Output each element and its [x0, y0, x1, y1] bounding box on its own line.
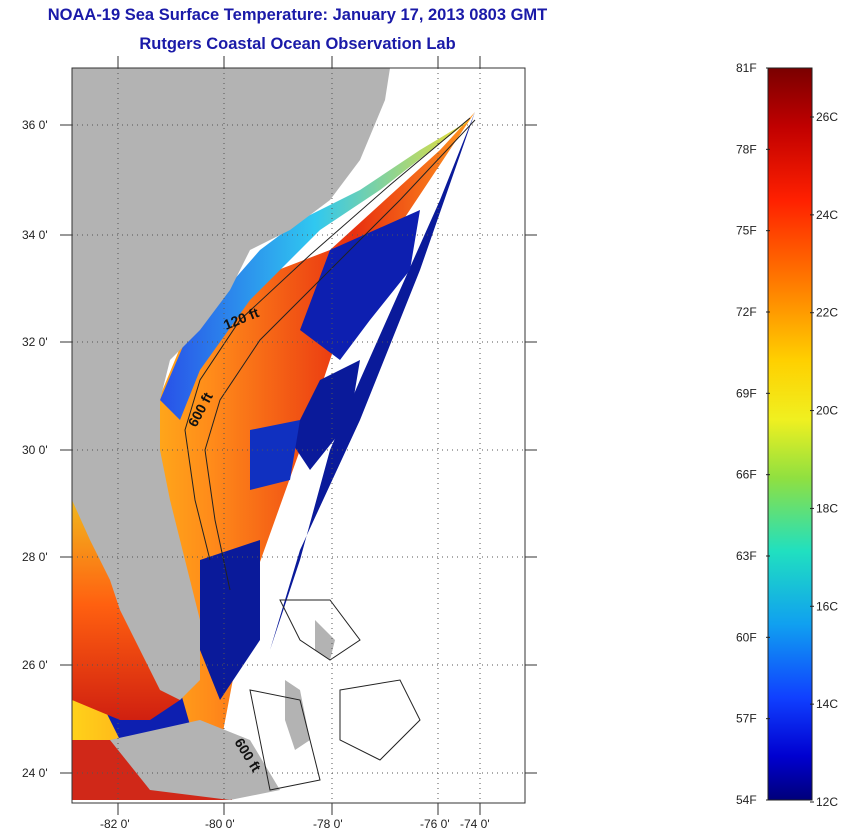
- cold-water-patch: [250, 420, 300, 490]
- colorbar-fahrenheit-label: 72F: [736, 305, 757, 319]
- x-tick-label: -82 0': [100, 817, 130, 831]
- colorbar-fahrenheit-label: 81F: [736, 61, 757, 75]
- map-subtitle: Rutgers Coastal Ocean Observation Lab: [139, 35, 456, 53]
- colorbar-fahrenheit-label: 54F: [736, 793, 757, 807]
- y-tick-label: 28 0': [22, 550, 48, 564]
- colorbar-fahrenheit-label: 63F: [736, 549, 757, 563]
- x-tick-label: -78 0': [313, 817, 343, 831]
- shelf-water: [160, 120, 470, 420]
- y-tick-label: 34 0': [22, 228, 48, 242]
- y-tick-label: 32 0': [22, 335, 48, 349]
- colorbar-fahrenheit-label: 60F: [736, 630, 757, 644]
- colorbar-fahrenheit-label: 66F: [736, 468, 757, 482]
- x-tick-label: -74 0': [460, 817, 490, 831]
- contour-bahamas: [249, 599, 421, 791]
- y-tick-label: 36 0': [22, 118, 48, 132]
- cold-water-patch: [290, 360, 360, 470]
- colorbar-fahrenheit-label: 75F: [736, 224, 757, 238]
- land-bahamas: [315, 620, 335, 660]
- land-bahamas: [285, 680, 310, 750]
- temperature-colorbar: 81F 78F 75F 72F 69F 66F 63F 60F 57F 54F 26C 24C 22C 2…: [736, 61, 838, 809]
- colorbar-fahrenheit-label: 57F: [736, 712, 757, 726]
- colorbar-celsius-label: 20C: [816, 404, 838, 418]
- colorbar-celsius-label: 26C: [816, 110, 838, 124]
- grid: [72, 68, 525, 803]
- colorbar-celsius-label: 12C: [816, 795, 838, 809]
- x-tick-label: -76 0': [420, 817, 450, 831]
- colorbar-fahrenheit-label: 78F: [736, 142, 757, 156]
- x-tick-label: -80 0': [205, 817, 235, 831]
- contour-600ft: [204, 119, 476, 591]
- colorbar-celsius-label: 14C: [816, 697, 838, 711]
- cold-water-patch: [200, 540, 260, 700]
- y-tick-label: 26 0': [22, 658, 48, 672]
- colorbar-celsius-label: 22C: [816, 306, 838, 320]
- land-us-southeast: [72, 68, 390, 700]
- y-tick-label: 30 0': [22, 443, 48, 457]
- colorbar-fahrenheit-label: 69F: [736, 386, 757, 400]
- land-cuba: [110, 720, 280, 800]
- y-tick-label: 24 0': [22, 766, 48, 780]
- colorbar-celsius-label: 16C: [816, 599, 838, 613]
- colorbar-celsius-label: 18C: [816, 501, 838, 515]
- map-frame: [71, 67, 526, 804]
- sst-map: 36 0' 34 0' 32 0' 30 0' 28 0' 26 0' 24 0…: [22, 56, 537, 831]
- contour-120ft: [184, 117, 471, 561]
- cold-water-patch: [300, 210, 420, 360]
- x-tick-marks: [117, 56, 481, 815]
- y-tick-marks: [60, 124, 537, 774]
- colorbar-celsius-label: 24C: [816, 208, 838, 222]
- map-title: NOAA-19 Sea Surface Temperature: January…: [47, 6, 548, 24]
- cold-water-offshore: [270, 112, 475, 650]
- colorbar-gradient: [767, 67, 813, 801]
